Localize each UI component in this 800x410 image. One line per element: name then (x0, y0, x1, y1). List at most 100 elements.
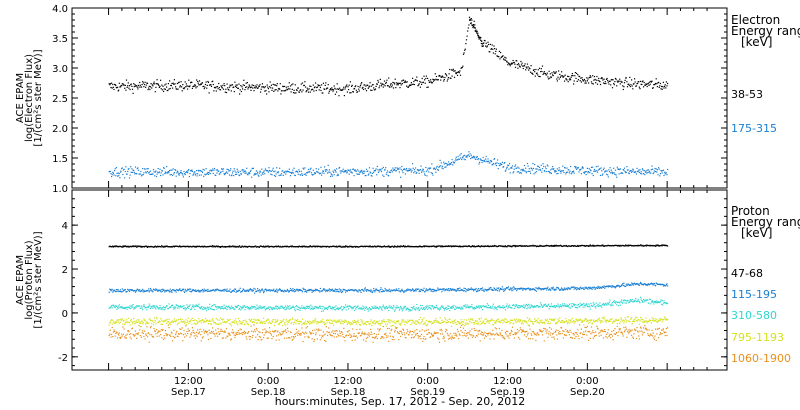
data-point (232, 170, 234, 172)
data-point (438, 165, 441, 167)
data-point (215, 289, 217, 291)
data-point (584, 82, 586, 84)
data-point (273, 325, 275, 327)
data-point (149, 290, 151, 292)
data-point (239, 320, 241, 322)
data-point (287, 307, 289, 309)
data-point (318, 89, 320, 91)
data-point (513, 171, 515, 173)
data-point (486, 303, 488, 305)
data-point (252, 321, 254, 323)
data-point (160, 323, 162, 325)
data-point (302, 307, 304, 309)
data-point (218, 87, 220, 89)
data-point (236, 86, 238, 88)
data-point (327, 307, 329, 309)
data-point (346, 245, 348, 247)
data-point (203, 169, 205, 171)
data-point (248, 86, 250, 88)
data-point (555, 306, 557, 309)
data-point (210, 169, 212, 171)
data-point (365, 90, 368, 92)
data-point (206, 310, 208, 312)
data-point (418, 83, 420, 85)
data-point (327, 164, 329, 166)
data-point (516, 60, 518, 62)
data-point (430, 81, 432, 83)
data-point (608, 303, 610, 306)
data-point (399, 167, 401, 169)
data-point (603, 304, 605, 306)
data-point (187, 85, 189, 87)
data-point (330, 289, 332, 291)
data-point (346, 84, 348, 86)
data-point (206, 306, 208, 308)
data-point (352, 307, 354, 309)
data-point (203, 320, 205, 322)
data-point (386, 172, 388, 174)
data-point (347, 86, 349, 88)
data-point (191, 290, 193, 292)
data-point (667, 245, 669, 247)
data-point (458, 72, 460, 74)
data-point (269, 86, 271, 88)
data-point (403, 169, 405, 171)
data-point (241, 323, 243, 325)
data-point (520, 60, 522, 63)
data-point (163, 167, 165, 169)
data-point (301, 91, 303, 93)
data-point (464, 159, 466, 161)
data-point (477, 35, 480, 37)
data-point (618, 244, 620, 247)
data-point (111, 246, 113, 248)
data-point (233, 175, 235, 177)
data-point (498, 305, 500, 307)
data-point (490, 159, 492, 161)
data-point (398, 245, 400, 247)
data-point (528, 287, 530, 289)
data-point (453, 245, 456, 248)
data-point (115, 305, 117, 307)
data-point (454, 308, 456, 310)
data-point (523, 307, 526, 309)
data-point (343, 95, 345, 97)
data-point (295, 305, 298, 307)
data-point (629, 300, 631, 302)
data-point (246, 290, 248, 292)
data-point (641, 300, 643, 302)
data-point (282, 170, 284, 172)
data-point (555, 72, 557, 74)
data-point (191, 317, 193, 319)
data-point (277, 307, 280, 309)
data-point (137, 84, 140, 86)
data-point (475, 158, 477, 160)
data-point (307, 307, 310, 309)
data-point (550, 76, 552, 78)
data-point (547, 303, 550, 305)
data-point (515, 288, 517, 290)
data-point (667, 168, 669, 171)
data-point (625, 244, 627, 246)
data-point (383, 306, 385, 308)
data-point (240, 306, 242, 309)
data-point (179, 305, 181, 307)
data-point (524, 170, 526, 172)
data-point (319, 287, 321, 290)
data-point (504, 161, 506, 164)
data-point (322, 170, 324, 172)
data-point (545, 245, 547, 247)
data-point (143, 304, 145, 306)
data-point (321, 84, 323, 86)
data-point (145, 290, 147, 292)
data-point (492, 52, 494, 54)
data-point (495, 48, 497, 50)
data-point (588, 77, 590, 79)
data-point (407, 170, 409, 172)
data-point (635, 297, 637, 300)
data-point (461, 157, 463, 159)
data-point (590, 166, 593, 168)
data-point (307, 171, 309, 173)
data-point (440, 288, 442, 291)
data-point (131, 171, 134, 173)
data-point (547, 76, 549, 78)
